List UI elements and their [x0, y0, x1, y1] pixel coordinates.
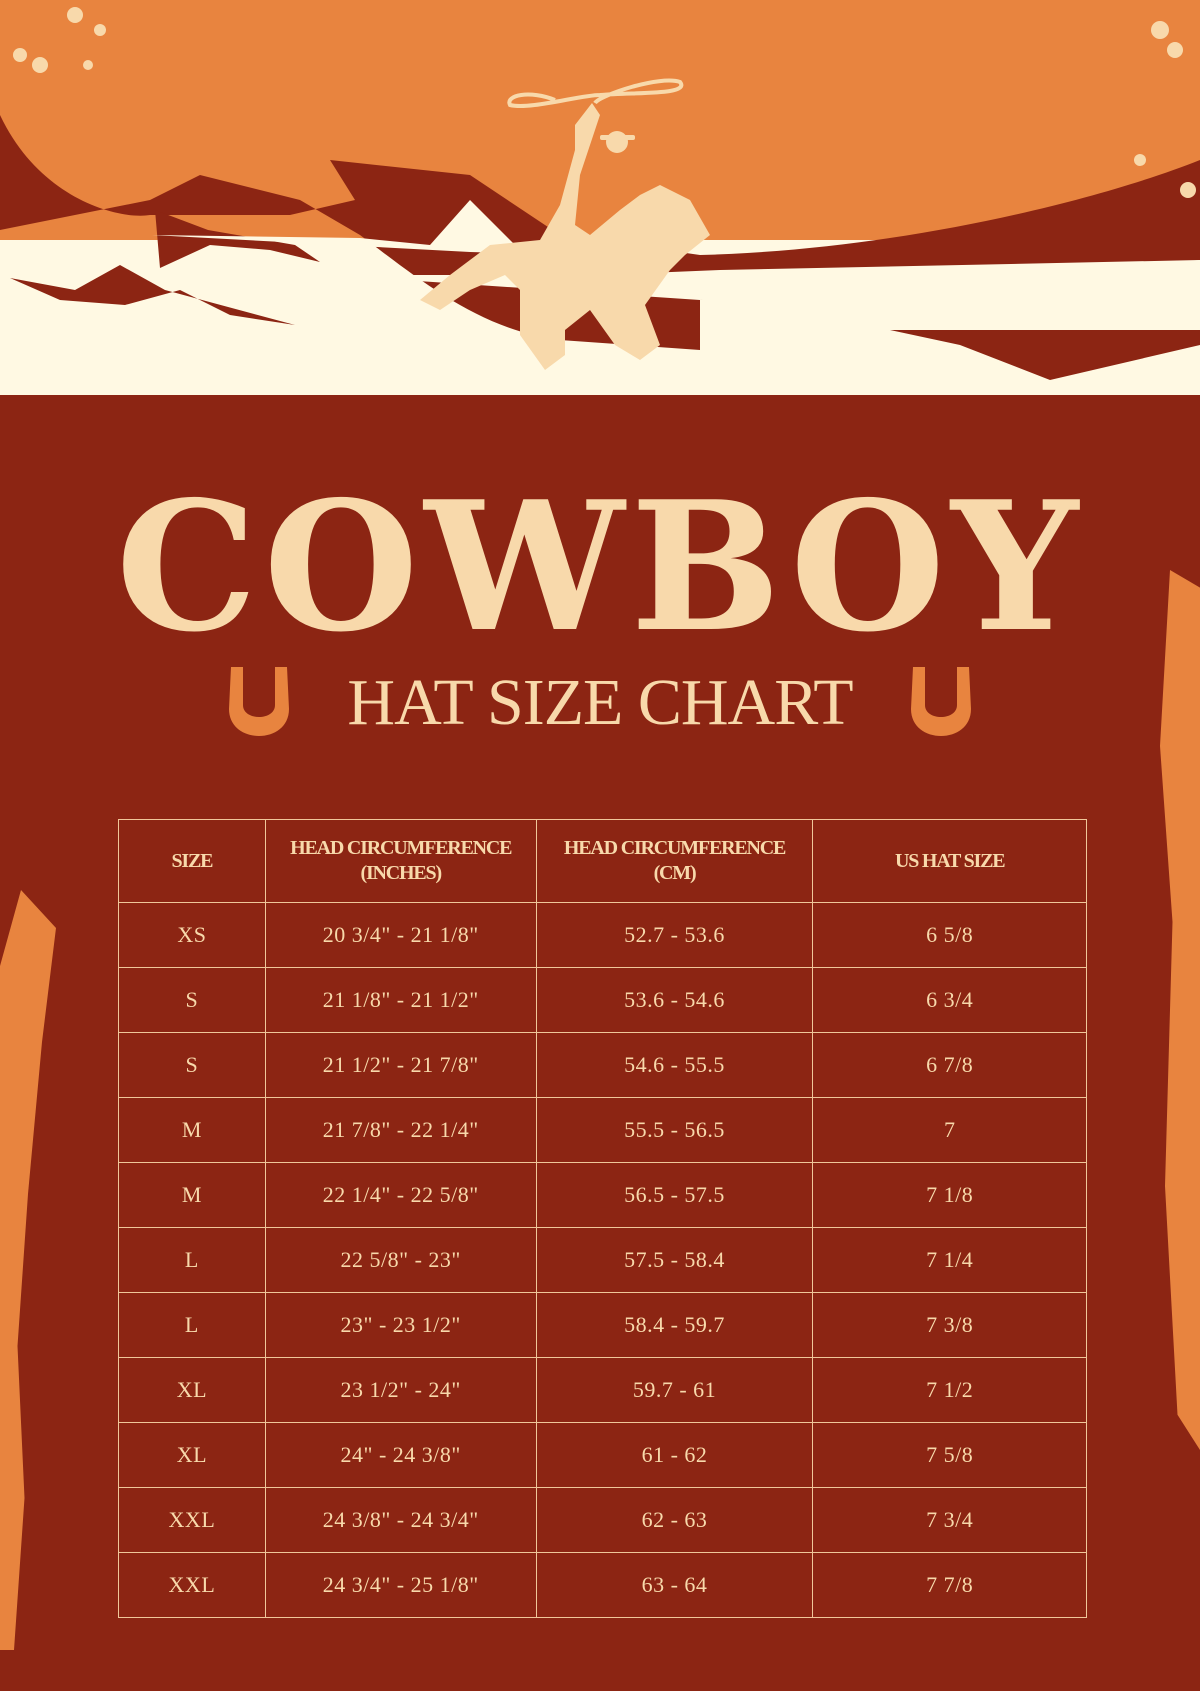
- column-header: HEAD CIRCUMFERENCE (INCHES): [264, 819, 537, 903]
- table-cell: XL: [118, 1357, 266, 1423]
- column-header: US HAT SIZE: [812, 819, 1087, 903]
- subtitle-row: HAT SIZE CHART: [0, 666, 1200, 739]
- table-cell: 52.7 - 53.6: [535, 902, 814, 968]
- table-row: M 21 7/8" - 22 1/4" 55.5 - 56.5 7: [118, 1097, 1087, 1163]
- table-cell: 55.5 - 56.5: [535, 1097, 814, 1163]
- table-cell: 7 5/8: [812, 1422, 1087, 1488]
- table-cell: 7 3/4: [812, 1487, 1087, 1553]
- table-cell: 58.4 - 59.7: [535, 1292, 814, 1358]
- table-header-row: SIZE HEAD CIRCUMFERENCE (INCHES) HEAD CIRC…: [118, 819, 1087, 903]
- table-cell: 56.5 - 57.5: [535, 1162, 814, 1228]
- table-cell: S: [118, 1032, 266, 1098]
- table-cell: 6 7/8: [812, 1032, 1087, 1098]
- table-cell: 7 3/8: [812, 1292, 1087, 1358]
- page-subtitle: HAT SIZE CHART: [347, 666, 853, 739]
- table-cell: 24 3/4" - 25 1/8": [264, 1552, 537, 1618]
- table-cell: 23" - 23 1/2": [264, 1292, 537, 1358]
- table-row: XL 23 1/2" - 24" 59.7 - 61 7 1/2: [118, 1357, 1087, 1423]
- table-row: XXL 24 3/8" - 24 3/4" 62 - 63 7 3/4: [118, 1487, 1087, 1553]
- table-cell: M: [118, 1162, 266, 1228]
- table-cell: 24 3/8" - 24 3/4": [264, 1487, 537, 1553]
- table-cell: 7 7/8: [812, 1552, 1087, 1618]
- table-cell: 7 1/4: [812, 1227, 1087, 1293]
- table-cell: 24" - 24 3/8": [264, 1422, 537, 1488]
- desert-landscape-banner: [0, 0, 1200, 395]
- table-cell: 57.5 - 58.4: [535, 1227, 814, 1293]
- column-header: HEAD CIRCUMFERENCE (CM): [535, 819, 814, 903]
- table-cell: 21 7/8" - 22 1/4": [264, 1097, 537, 1163]
- paint-stroke-left: [0, 890, 56, 1650]
- table-cell: 7 1/2: [812, 1357, 1087, 1423]
- table-cell: 22 5/8" - 23": [264, 1227, 537, 1293]
- column-header: SIZE: [118, 819, 266, 903]
- horseshoe-icon: [229, 667, 290, 736]
- table-row: XS 20 3/4" - 21 1/8" 52.7 - 53.6 6 5/8: [118, 902, 1087, 968]
- table-cell: L: [118, 1227, 266, 1293]
- table-cell: 6 3/4: [812, 967, 1087, 1033]
- table-cell: 20 3/4" - 21 1/8": [264, 902, 537, 968]
- table-row: S 21 1/8" - 21 1/2" 53.6 - 54.6 6 3/4: [118, 967, 1087, 1033]
- page-title: COWBOY: [115, 462, 1085, 671]
- table-cell: XXL: [118, 1487, 266, 1553]
- table-cell: 21 1/2" - 21 7/8": [264, 1032, 537, 1098]
- table-row: L 22 5/8" - 23" 57.5 - 58.4 7 1/4: [118, 1227, 1087, 1293]
- table-cell: 63 - 64: [535, 1552, 814, 1618]
- paint-splatters: [13, 7, 1196, 198]
- table-row: S 21 1/2" - 21 7/8" 54.6 - 55.5 6 7/8: [118, 1032, 1087, 1098]
- table-cell: 61 - 62: [535, 1422, 814, 1488]
- table-cell: XXL: [118, 1552, 266, 1618]
- table-cell: 21 1/8" - 21 1/2": [264, 967, 537, 1033]
- table-cell: 7 1/8: [812, 1162, 1087, 1228]
- table-row: XXL 24 3/4" - 25 1/8" 63 - 64 7 7/8: [118, 1552, 1087, 1618]
- table-cell: S: [118, 967, 266, 1033]
- table-cell: M: [118, 1097, 266, 1163]
- table-cell: XS: [118, 902, 266, 968]
- table-row: XL 24" - 24 3/8" 61 - 62 7 5/8: [118, 1422, 1087, 1488]
- table-row: L 23" - 23 1/2" 58.4 - 59.7 7 3/8: [118, 1292, 1087, 1358]
- table-cell: 54.6 - 55.5: [535, 1032, 814, 1098]
- hat-size-table: SIZE HEAD CIRCUMFERENCE (INCHES) HEAD CIRC…: [118, 819, 1087, 1618]
- table-cell: 6 5/8: [812, 902, 1087, 968]
- cowboy-rider-illustration: [420, 78, 710, 370]
- table-cell: L: [118, 1292, 266, 1358]
- table-cell: 22 1/4" - 22 5/8": [264, 1162, 537, 1228]
- table-cell: 23 1/2" - 24": [264, 1357, 537, 1423]
- table-cell: 62 - 63: [535, 1487, 814, 1553]
- table-row: M 22 1/4" - 22 5/8" 56.5 - 57.5 7 1/8: [118, 1162, 1087, 1228]
- table-cell: 59.7 - 61: [535, 1357, 814, 1423]
- table-cell: 7: [812, 1097, 1087, 1163]
- horseshoe-icon: [910, 667, 971, 736]
- table-cell: 53.6 - 54.6: [535, 967, 814, 1033]
- table-cell: XL: [118, 1422, 266, 1488]
